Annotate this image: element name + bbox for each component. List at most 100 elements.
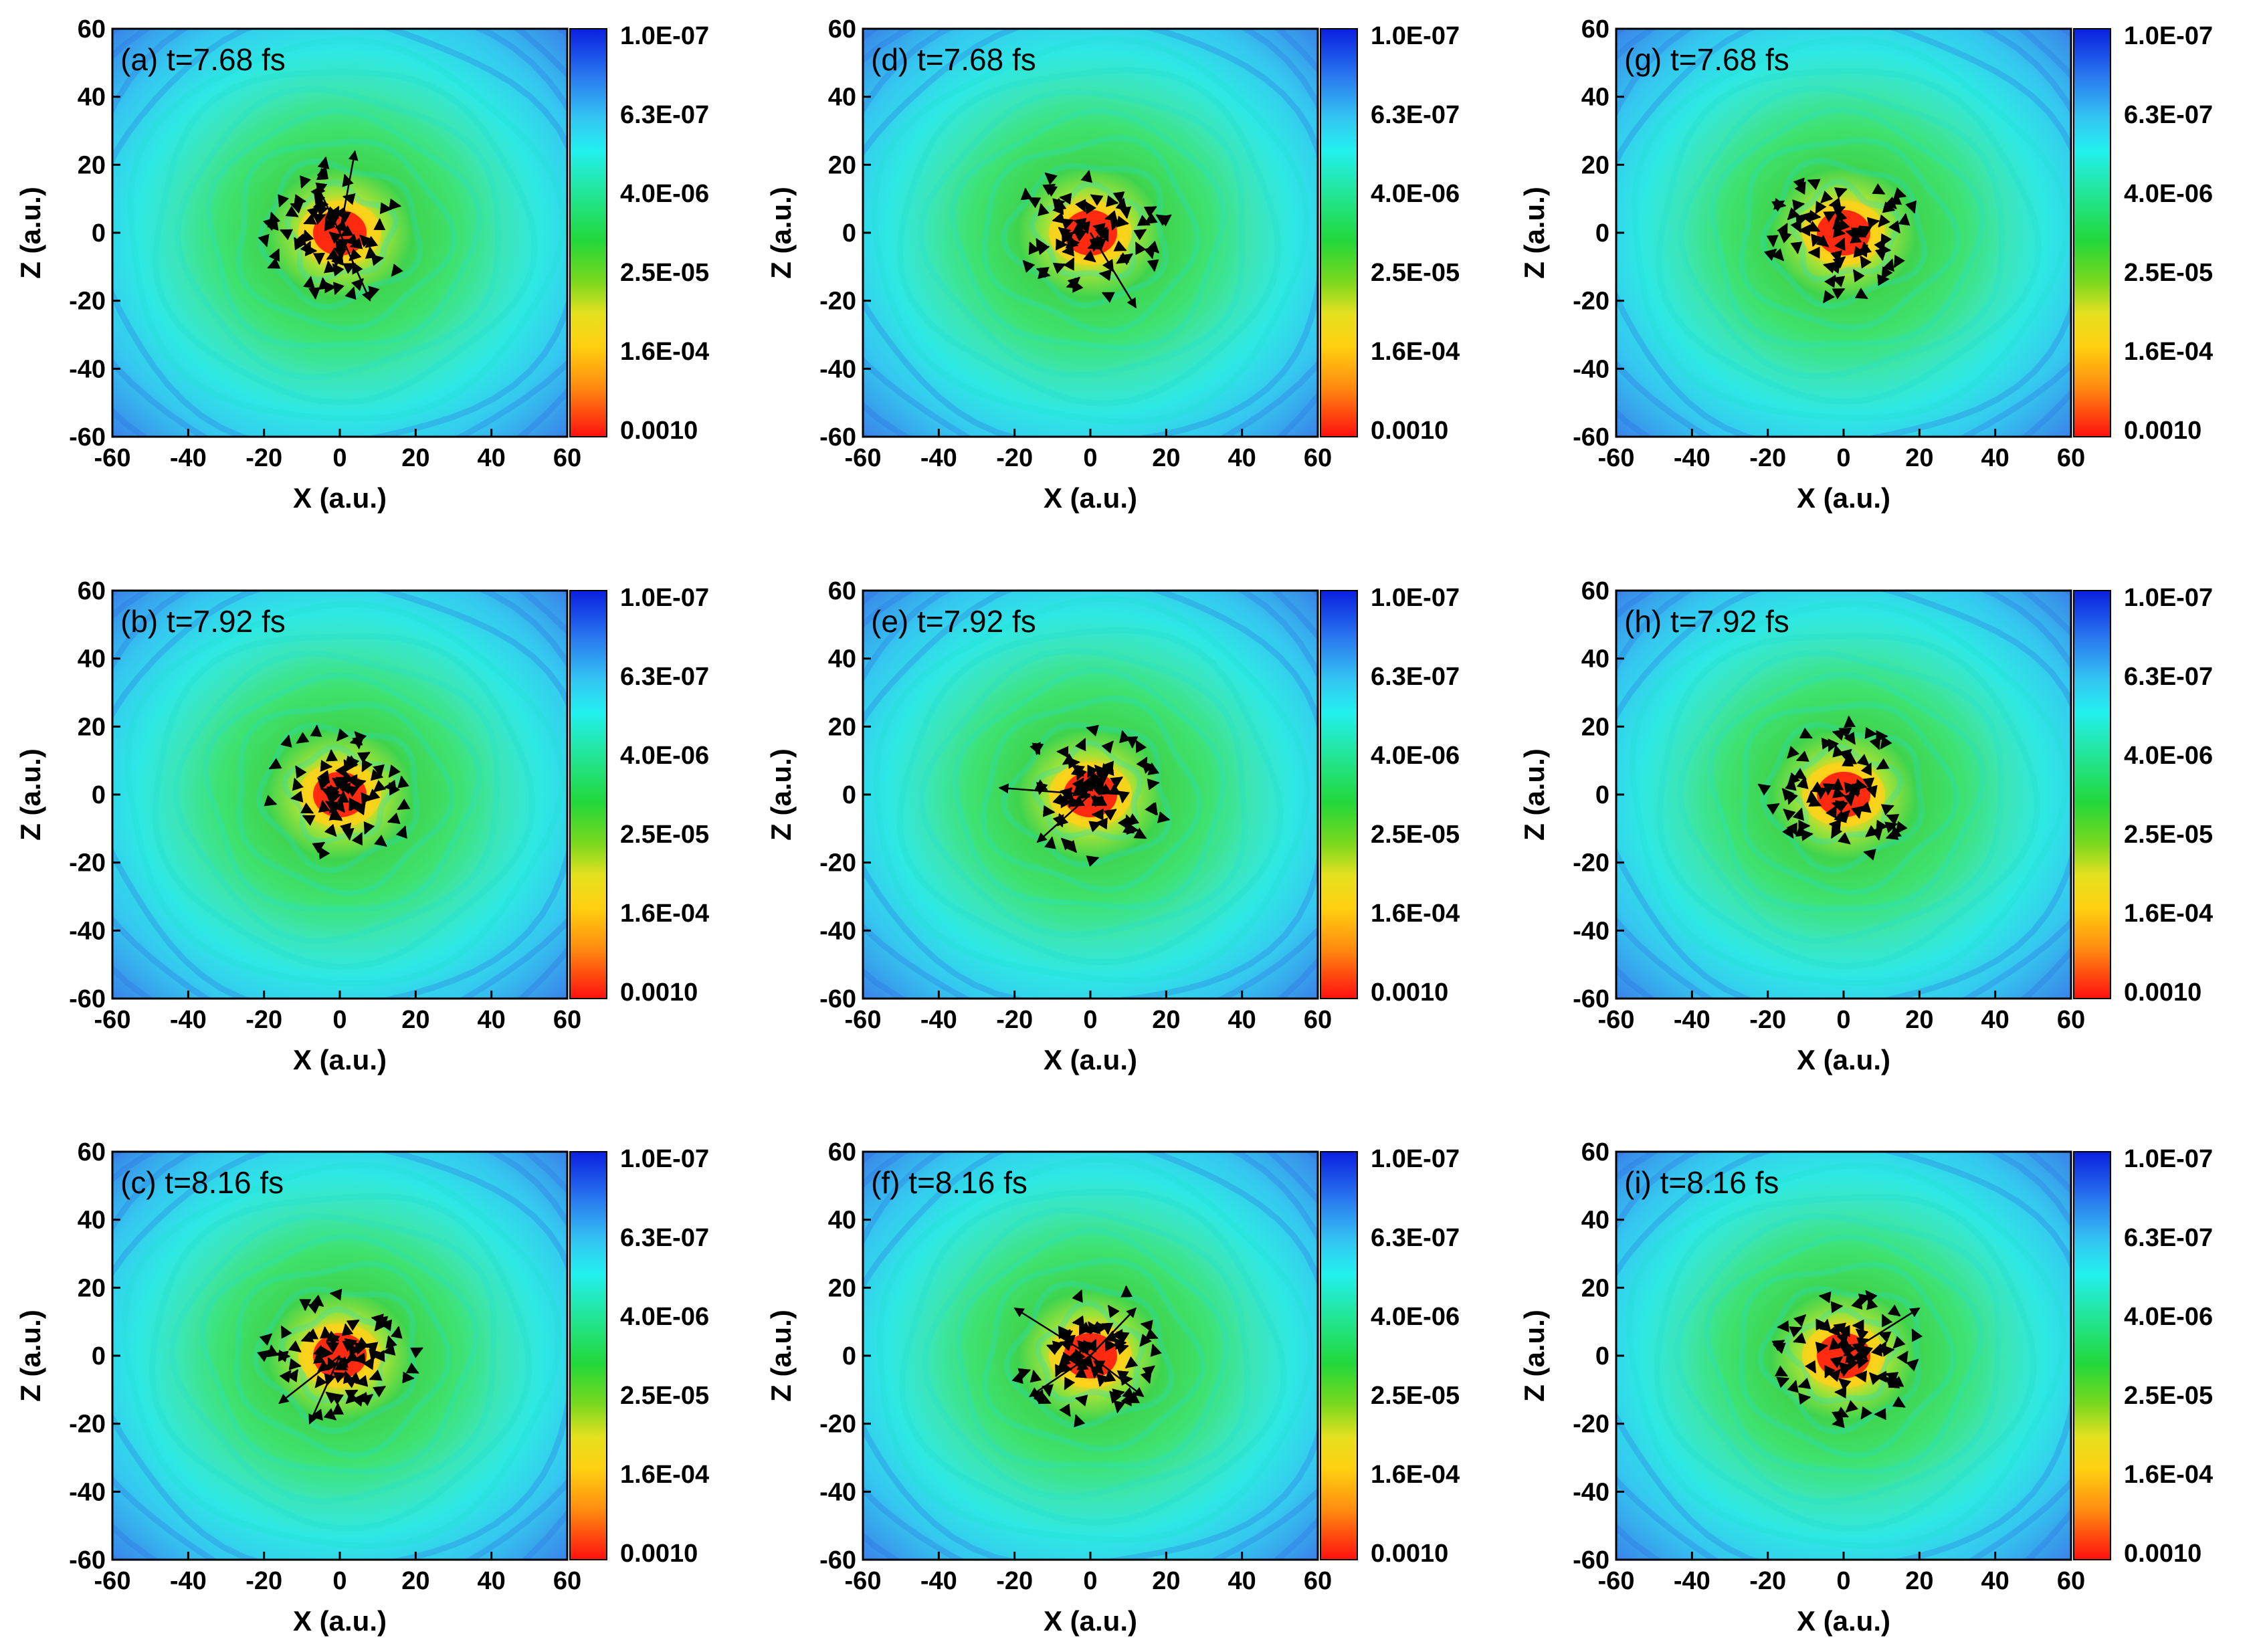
flow-arrow bbox=[1811, 233, 1823, 247]
x-tick-label: 60 bbox=[1304, 1006, 1332, 1034]
flow-arrow bbox=[1092, 223, 1106, 235]
x-tick-label: -40 bbox=[1674, 1567, 1710, 1595]
colorbar-tick-label: 1.0E-07 bbox=[1371, 22, 1460, 50]
flow-arrow bbox=[1062, 231, 1074, 245]
colorbar-tick-label: 0.0010 bbox=[620, 417, 698, 445]
flow-arrow bbox=[1866, 217, 1880, 229]
flow-arrow bbox=[1790, 241, 1803, 255]
panel-a: -60 -40 -20 0 20 40 60 60 40 20 0 -20 -40 -60 X (a.u.)… bbox=[15, 15, 709, 514]
flow-arrow bbox=[1157, 811, 1171, 823]
flow-arrow bbox=[388, 198, 402, 211]
flow-arrow bbox=[341, 1323, 354, 1336]
ring bbox=[952, 667, 1227, 910]
y-tick-label: -40 bbox=[1573, 917, 1609, 945]
flow-arrow bbox=[268, 248, 280, 262]
y-tick-label: 0 bbox=[92, 781, 106, 809]
x-tick-label: -60 bbox=[94, 1567, 131, 1595]
flow-arrow bbox=[1120, 253, 1134, 266]
flow-arrow bbox=[1911, 1328, 1923, 1342]
ring bbox=[199, 1233, 480, 1475]
long-arrow bbox=[338, 232, 371, 302]
x-axis-label: X (a.u.) bbox=[1044, 1044, 1137, 1075]
flow-arrow bbox=[1052, 201, 1064, 215]
y-axis-label: Z (a.u.) bbox=[1518, 187, 1550, 279]
x-tick-label: 0 bbox=[332, 1006, 347, 1034]
long-arrow bbox=[1843, 1307, 1921, 1357]
x-tick-label: -40 bbox=[170, 444, 207, 472]
flow-arrow bbox=[1078, 1342, 1091, 1355]
long-arrow bbox=[316, 184, 341, 233]
long-arrow bbox=[1089, 232, 1137, 309]
flow-arrow bbox=[320, 760, 333, 772]
flow-arrow bbox=[1052, 1340, 1064, 1354]
flow-arrow bbox=[326, 749, 338, 762]
flow-arrow bbox=[1838, 832, 1851, 845]
flow-arrow bbox=[1773, 198, 1787, 210]
flow-arrow bbox=[1038, 203, 1050, 217]
flow-arrow bbox=[1818, 1291, 1832, 1304]
ring bbox=[112, 1152, 567, 1560]
flow-arrow bbox=[1028, 241, 1040, 255]
flow-arrow bbox=[354, 731, 367, 744]
panel-d: -60 -40 -20 0 20 40 60 60 40 20 0 -20 -40 -60 X (a.u.)… bbox=[765, 15, 1460, 514]
y-tick-label: -20 bbox=[69, 1411, 106, 1439]
colorbar-tick-label: 1.0E-07 bbox=[1371, 1145, 1460, 1173]
colorbar-tick-label: 6.3E-07 bbox=[620, 663, 709, 691]
flow-arrow bbox=[405, 1362, 419, 1374]
flow-arrow bbox=[1030, 1369, 1042, 1383]
flow-arrow bbox=[328, 231, 342, 244]
flow-arrow bbox=[1086, 724, 1099, 737]
colorbar-tick-label: 4.0E-06 bbox=[1371, 1303, 1460, 1331]
y-tick-label: -60 bbox=[819, 985, 856, 1013]
x-axis-label: X (a.u.) bbox=[1044, 1605, 1137, 1637]
colorbar-tick-label: 6.3E-07 bbox=[1371, 663, 1460, 691]
flow-arrow bbox=[1834, 237, 1846, 251]
flow-arrow bbox=[317, 1360, 330, 1372]
flow-arrow bbox=[1885, 1376, 1899, 1388]
ring bbox=[871, 35, 1310, 425]
x-tick-label: 0 bbox=[332, 1567, 347, 1595]
flow-arrow bbox=[1042, 1384, 1054, 1397]
colorbar-tick-label: 1.6E-04 bbox=[1371, 338, 1460, 366]
flow-arrow bbox=[318, 799, 330, 813]
panel-e: -60 -40 -20 0 20 40 60 60 40 20 0 -20 -40 -60 X (a.u.)… bbox=[765, 577, 1460, 1075]
panel-g: -60 -40 -20 0 20 40 60 60 40 20 0 -20 -40 -60 X (a.u.)… bbox=[1518, 15, 2213, 514]
flow-arrow bbox=[1799, 211, 1813, 224]
ring bbox=[205, 108, 483, 349]
flow-arrow bbox=[1104, 210, 1118, 222]
flow-arrow bbox=[1789, 1326, 1803, 1338]
y-tick-label: 0 bbox=[1595, 1342, 1609, 1370]
long-arrow bbox=[338, 150, 359, 233]
long-arrow bbox=[1029, 1354, 1091, 1398]
x-tick-label: 40 bbox=[1228, 444, 1256, 472]
flow-arrow bbox=[1776, 1376, 1790, 1388]
colorbar-tick-label: 2.5E-05 bbox=[2124, 259, 2213, 287]
flow-arrow bbox=[365, 246, 377, 259]
flow-arrow bbox=[1771, 1339, 1785, 1352]
flow-arrow bbox=[1868, 1372, 1882, 1385]
flow-arrow bbox=[302, 815, 316, 826]
flow-arrow bbox=[1086, 777, 1098, 791]
flow-arrow bbox=[1890, 825, 1902, 839]
ring bbox=[1738, 137, 1961, 331]
flow-arrow bbox=[1887, 1304, 1901, 1317]
flow-arrow bbox=[288, 1340, 302, 1353]
flow-arrow bbox=[1120, 1374, 1133, 1386]
flow-arrow bbox=[387, 812, 401, 825]
colorbar-tick-label: 4.0E-06 bbox=[1371, 742, 1460, 770]
flow-arrow bbox=[294, 233, 307, 247]
flow-arrow bbox=[1822, 290, 1835, 304]
flow-arrow bbox=[1118, 791, 1130, 804]
ring bbox=[1739, 1261, 1957, 1459]
y-tick-label: 60 bbox=[828, 577, 856, 605]
x-tick-label: 20 bbox=[401, 1567, 429, 1595]
colorbar-tick-label: 4.0E-06 bbox=[620, 1303, 709, 1331]
colorbar-tick-label: 6.3E-07 bbox=[620, 1224, 709, 1252]
flow-arrow bbox=[295, 765, 307, 779]
y-axis-label: Z (a.u.) bbox=[765, 748, 797, 841]
ring bbox=[112, 591, 567, 999]
flow-arrow bbox=[1821, 737, 1834, 750]
x-tick-label: -60 bbox=[94, 444, 131, 472]
flow-arrow bbox=[1078, 1321, 1092, 1334]
flow-arrow bbox=[409, 1347, 424, 1358]
